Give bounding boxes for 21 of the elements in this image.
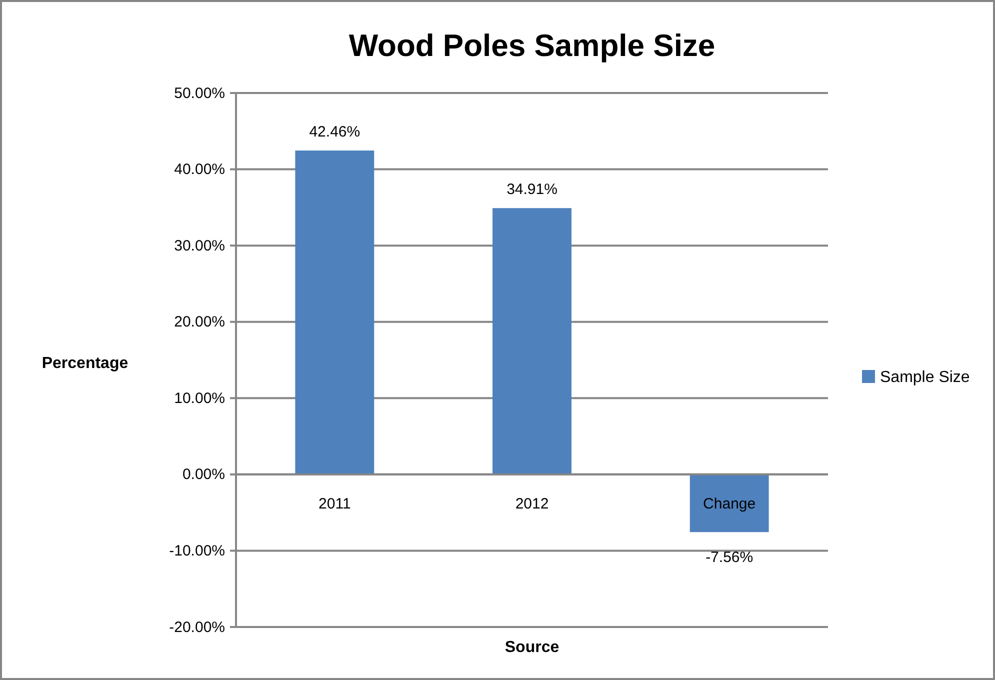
x-tick-label: Change [703,495,756,512]
chart-title: Wood Poles Sample Size [348,28,716,63]
x-tick-label: 2011 [318,495,351,512]
y-axis-title: Percentage [42,355,128,372]
data-label: -7.56% [706,549,754,566]
y-tick-label: 30.00% [174,237,225,254]
y-tick-label: 20.00% [174,314,225,331]
data-label: 34.91% [506,181,558,198]
y-tick-label: 0.00% [182,466,225,484]
x-axis-title: Source [504,639,560,656]
y-tick-label: 10.00% [174,390,225,407]
legend-label: Sample Size [880,369,970,386]
y-tick-label: -20.00% [169,618,225,636]
bar [690,474,769,532]
y-tick-label: 50.00% [174,84,225,102]
y-tick-label: -10.00% [169,542,225,560]
x-tick-label: 2012 [515,495,549,512]
y-tick-label: 40.00% [174,161,225,178]
bar [295,150,374,474]
data-label: 42.46% [309,124,360,141]
bar [492,208,572,474]
